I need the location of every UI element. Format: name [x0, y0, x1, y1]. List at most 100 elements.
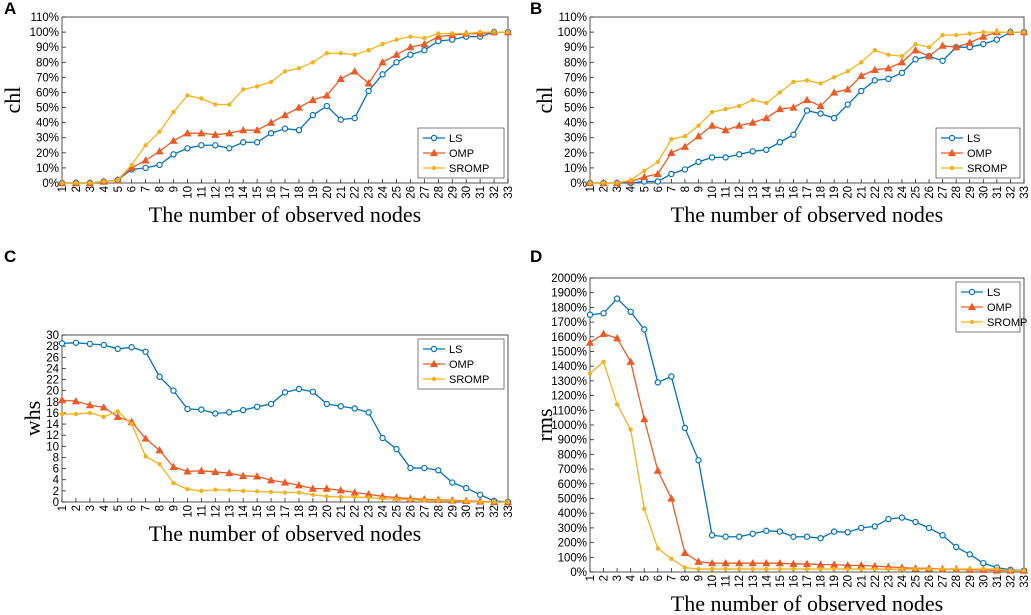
data-point-sromp-d [669, 556, 674, 561]
data-point-ls-c [170, 387, 177, 394]
y-tick-label-b: 110% [558, 12, 587, 24]
legend-label-sromp-c: SROMP [449, 374, 489, 386]
data-point-ls-c [100, 341, 108, 349]
x-tick-label-d: 27 [938, 575, 950, 588]
data-point-ls-a [239, 139, 247, 146]
data-point-omp-a [253, 125, 262, 134]
data-point-sromp-c [101, 414, 107, 420]
x-tick-label-a: 29 [447, 186, 459, 199]
x-tick-label-b: 24 [897, 185, 909, 198]
data-point-sromp-d [750, 566, 755, 572]
y-tick-label-c: 8 [53, 452, 59, 464]
data-point-ls-d [939, 532, 946, 539]
data-point-omp-c [239, 471, 248, 479]
data-point-omp-a [155, 147, 164, 155]
y-tick-label-c: 6 [53, 464, 59, 476]
y-tick-label-a: 10% [36, 163, 59, 175]
x-tick-label-a: 9 [169, 186, 181, 192]
y-tick-label-d: 100% [558, 552, 587, 564]
y-tick-label-c: 2 [53, 486, 59, 498]
data-point-ls-c [226, 409, 233, 416]
data-point-ls-d [654, 379, 662, 386]
data-point-sromp-a [143, 143, 148, 148]
data-point-ls-a [226, 145, 233, 152]
x-tick-label-b: 6 [653, 186, 665, 192]
y-tick-label-b: 70% [564, 72, 587, 84]
data-point-omp-b [694, 131, 703, 140]
data-point-omp-b [653, 169, 662, 178]
legend-marker-omp-a [429, 148, 439, 157]
x-tick-label-d: 24 [897, 574, 909, 587]
data-point-sromp-d [682, 565, 688, 570]
x-tick-label-b: 16 [788, 186, 800, 199]
data-point-ls-d [952, 543, 960, 551]
data-point-ls-d [681, 424, 689, 432]
data-point-ls-a [156, 161, 163, 169]
data-point-omp-d [680, 548, 690, 557]
data-point-sromp-d [1021, 568, 1027, 573]
data-point-omp-b [924, 52, 934, 60]
y-tick-label-d: 1500% [551, 347, 587, 359]
data-point-ls-d [586, 311, 594, 318]
data-point-ls-b [708, 154, 716, 161]
data-point-sromp-a [436, 31, 441, 36]
x-tick-label-b: 27 [938, 186, 950, 199]
x-tick-label-c: 7 [141, 505, 153, 511]
data-point-sromp-b [994, 29, 1000, 35]
data-point-omp-d [762, 558, 771, 567]
data-point-omp-c [99, 403, 108, 411]
x-axis-label-b: The number of observed nodes [671, 202, 943, 227]
data-point-sromp-b [709, 109, 715, 115]
series-line-omp-c [61, 399, 508, 503]
data-point-ls-d [912, 518, 919, 526]
data-point-omp-d [640, 414, 649, 423]
x-tick-label-a: 14 [238, 185, 250, 198]
x-tick-label-b: 28 [951, 186, 963, 199]
x-tick-label-d: 17 [802, 575, 814, 588]
data-point-ls-a [323, 102, 331, 110]
x-tick-label-d: 19 [829, 575, 841, 588]
data-point-sromp-a [310, 60, 316, 65]
y-tick-label-d: 300% [558, 523, 587, 535]
data-point-sromp-b [601, 180, 606, 186]
y-tick-label-c: 26 [46, 352, 59, 364]
data-point-sromp-c [143, 454, 148, 459]
data-point-sromp-d [601, 359, 606, 364]
x-tick-label-d: 1 [585, 575, 597, 581]
data-point-omp-b [870, 65, 879, 73]
data-point-ls-c [462, 484, 470, 492]
data-point-ls-d [641, 326, 648, 333]
data-point-omp-b [762, 113, 771, 122]
data-point-ls-c [281, 389, 289, 396]
data-point-omp-a [322, 91, 331, 99]
x-tick-label-a: 2 [71, 186, 83, 192]
x-tick-label-c: 31 [475, 505, 487, 518]
data-point-sromp-b [736, 103, 742, 109]
panel-letter-a: A [4, 0, 16, 18]
y-tick-label-b: 90% [564, 42, 587, 54]
data-point-ls-c [253, 403, 261, 411]
data-point-omp-b [775, 104, 784, 113]
x-tick-label-b: 5 [639, 186, 651, 192]
data-point-sromp-a [185, 93, 190, 98]
data-point-ls-c [323, 400, 331, 408]
data-point-omp-c [141, 434, 150, 442]
y-tick-label-d: 1400% [551, 361, 587, 373]
y-tick-label-d: 500% [558, 494, 587, 506]
y-tick-label-a: 90% [36, 42, 59, 54]
data-point-sromp-d [994, 566, 1000, 572]
y-axis-label-c: whs [20, 401, 45, 436]
data-point-sromp-b [859, 60, 864, 65]
data-point-sromp-b [655, 159, 661, 165]
y-tick-label-b: 10% [564, 163, 587, 175]
data-point-omp-c [280, 478, 290, 486]
data-point-omp-a [169, 136, 178, 144]
data-point-sromp-b [628, 177, 633, 183]
x-tick-label-c: 30 [461, 505, 473, 518]
y-tick-label-c: 14 [46, 419, 59, 431]
y-tick-label-a: 80% [36, 57, 59, 69]
x-tick-label-d: 11 [721, 575, 733, 587]
data-point-omp-b [979, 32, 988, 40]
y-tick-label-d: 200% [558, 538, 587, 550]
data-point-ls-a [267, 129, 275, 137]
